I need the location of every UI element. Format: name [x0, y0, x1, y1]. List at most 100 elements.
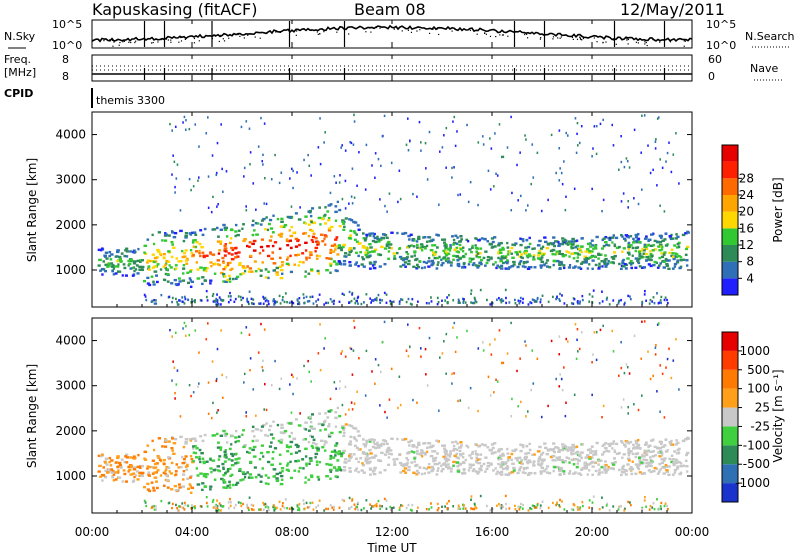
velocity-cell	[566, 449, 570, 452]
velocity-cell	[242, 429, 245, 432]
velocity-cell	[635, 442, 638, 445]
power-cell	[318, 254, 322, 258]
velocity-cell	[500, 361, 503, 365]
velocity-cell	[192, 391, 195, 394]
power-cell	[592, 289, 595, 292]
power-cell	[252, 182, 255, 185]
power-cell	[324, 213, 327, 217]
power-cell	[622, 265, 626, 268]
power-cell	[573, 297, 576, 301]
velocity-cell	[456, 468, 461, 472]
velocity-cell	[167, 456, 171, 459]
power-cell	[532, 255, 535, 259]
power-cell	[194, 123, 197, 126]
power-cell	[308, 251, 313, 254]
velocity-cell	[125, 461, 129, 464]
power-cell	[484, 237, 487, 241]
velocity-cell	[289, 452, 293, 456]
power-cell	[309, 228, 313, 232]
power-cell	[490, 237, 495, 240]
velocity-cell	[661, 372, 664, 376]
velocity-cell	[179, 505, 182, 508]
power-cell	[588, 251, 592, 254]
power-cell	[456, 130, 458, 133]
velocity-cell	[277, 439, 282, 443]
velocity-cell	[471, 469, 475, 473]
velocity-cell	[319, 323, 321, 326]
power-cell	[368, 234, 372, 237]
y-tick-label: 3000	[55, 379, 86, 393]
velocity-cell	[318, 412, 321, 415]
velocity-cell	[286, 421, 290, 425]
noise-search-dot	[485, 33, 487, 35]
velocity-cell	[412, 398, 414, 402]
velocity-cell	[144, 501, 147, 504]
power-cell	[451, 166, 453, 170]
velocity-cell	[412, 451, 416, 454]
power-cell	[437, 261, 440, 264]
power-cell	[506, 246, 510, 249]
power-cell	[187, 281, 191, 285]
power-cell	[289, 254, 292, 258]
power-cell	[409, 302, 412, 306]
power-cell	[223, 254, 227, 257]
power-cell	[499, 258, 503, 261]
power-cell	[459, 193, 462, 196]
power-cell	[317, 146, 320, 149]
power-cell	[102, 260, 106, 263]
power-cell	[304, 241, 308, 245]
power-cell	[188, 277, 192, 280]
power-cell	[549, 242, 552, 245]
power-cell	[310, 220, 313, 224]
power-cell	[425, 301, 428, 305]
power-cell	[379, 298, 381, 302]
power-cell	[337, 244, 342, 247]
power-cell	[501, 248, 505, 251]
noise-search-dot	[502, 34, 505, 36]
velocity-cell	[469, 386, 472, 390]
power-cell	[644, 245, 648, 249]
power-cell	[495, 172, 497, 175]
velocity-cell	[200, 451, 204, 455]
power-cell	[451, 235, 454, 238]
velocity-cell	[137, 453, 140, 457]
power-cell	[201, 282, 204, 286]
power-cell	[104, 251, 109, 254]
power-cell	[261, 261, 264, 264]
velocity-cell	[529, 507, 532, 510]
power-cell	[341, 292, 344, 296]
velocity-cell	[183, 501, 186, 505]
velocity-cell	[524, 457, 528, 461]
power-cell	[341, 144, 343, 147]
velocity-cell	[278, 471, 282, 475]
power-cell	[292, 231, 296, 235]
power-cell	[304, 275, 307, 278]
colorbar-frame	[721, 144, 739, 296]
velocity-cell	[99, 475, 102, 478]
power-cell	[108, 250, 112, 254]
noise-search-dot	[128, 41, 130, 43]
velocity-cell	[588, 499, 591, 502]
power-cell	[204, 269, 208, 273]
velocity-cell	[448, 499, 450, 503]
power-cell	[121, 274, 124, 277]
power-cell	[535, 300, 538, 303]
power-cell	[595, 152, 598, 156]
power-cell	[637, 250, 641, 254]
velocity-cell	[251, 508, 254, 511]
velocity-cell	[474, 443, 477, 446]
power-cell	[470, 250, 473, 254]
velocity-cell	[289, 445, 293, 448]
velocity-cell	[652, 502, 655, 505]
power-cell	[590, 250, 594, 253]
velocity-cell	[472, 468, 476, 471]
velocity-cell	[263, 408, 266, 411]
velocity-cell	[455, 452, 459, 456]
velocity-cell	[602, 404, 605, 408]
power-cell	[205, 295, 208, 299]
power-cell	[343, 293, 346, 297]
power-cell	[425, 244, 429, 248]
velocity-cell	[166, 474, 169, 477]
power-cell	[124, 274, 128, 277]
